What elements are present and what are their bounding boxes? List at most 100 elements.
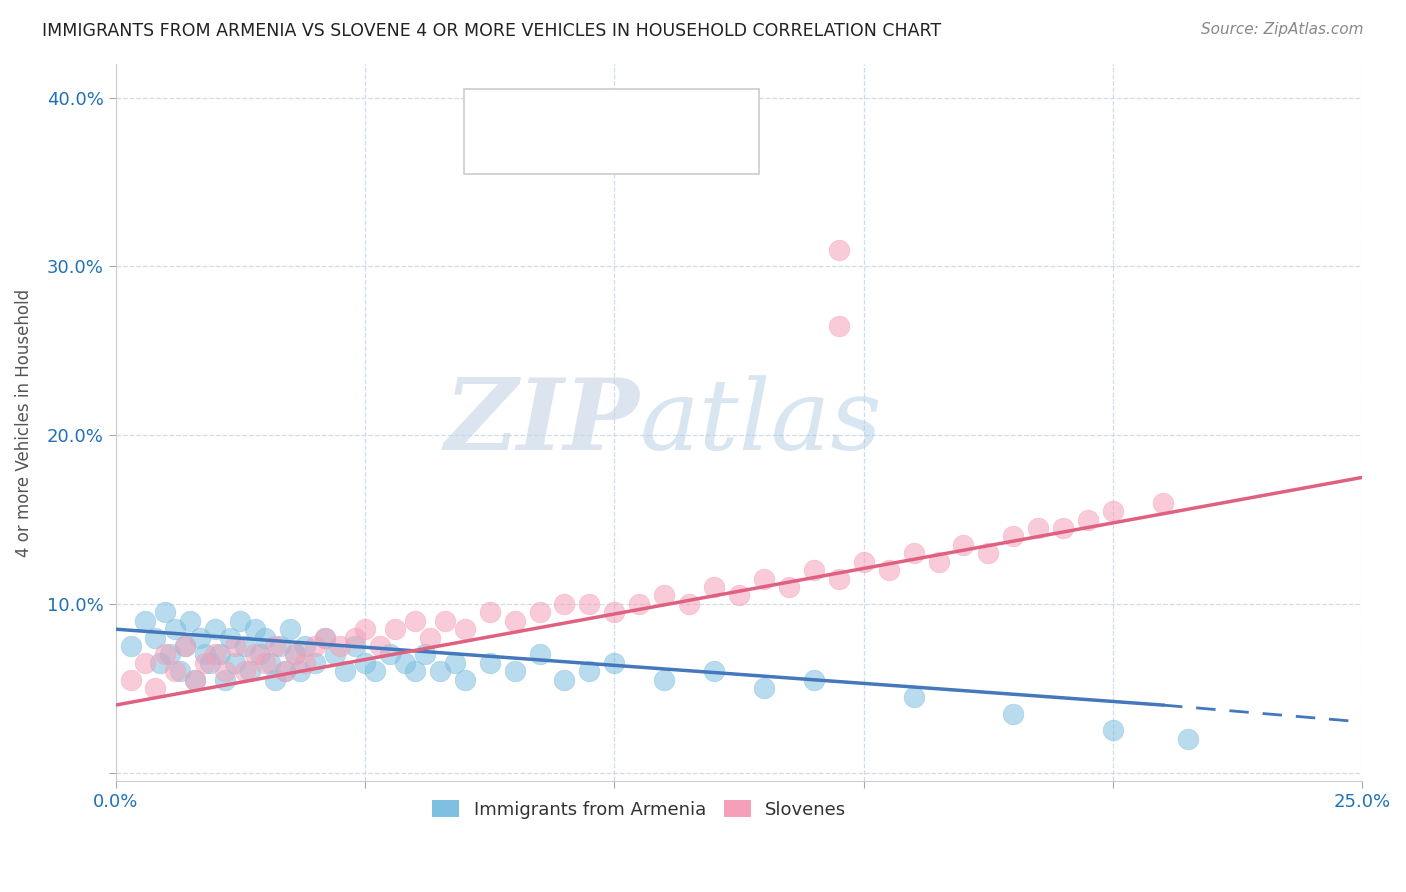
Point [169,665,191,679]
Point [903,546,925,560]
Point [245,648,267,662]
Point [1177,731,1199,746]
Point [952,538,974,552]
Point [314,631,336,645]
Point [134,656,156,670]
Point [378,648,401,662]
Point [433,614,456,628]
Point [454,673,477,687]
Point [394,656,416,670]
Point [828,572,851,586]
Legend: Immigrants from Armenia, Slovenes: Immigrants from Armenia, Slovenes [425,792,853,826]
Text: IMMIGRANTS FROM ARMENIA VS SLOVENE 4 OR MORE VEHICLES IN HOUSEHOLD CORRELATION C: IMMIGRANTS FROM ARMENIA VS SLOVENE 4 OR … [42,22,941,40]
Point [1152,496,1174,510]
Point [264,639,287,653]
Point [354,656,377,670]
Text: 61: 61 [654,101,679,119]
Point [184,673,207,687]
Point [1002,529,1025,543]
Point [503,614,526,628]
Point [200,656,222,670]
Point [159,648,181,662]
Point [343,639,366,653]
Point [145,681,167,696]
Text: N =: N = [612,101,664,119]
Point [1077,512,1099,526]
Point [329,639,352,653]
Point [478,656,501,670]
Point [703,665,725,679]
Point [155,648,177,662]
Point [503,665,526,679]
Point [194,656,217,670]
Point [209,648,232,662]
Point [259,656,281,670]
Point [652,589,675,603]
Point [368,639,391,653]
Point [284,648,307,662]
Point [603,656,626,670]
Point [214,665,236,679]
Text: -0.199: -0.199 [547,101,612,119]
Point [728,589,751,603]
Point [190,631,212,645]
Point [204,622,226,636]
Point [174,639,197,653]
Point [553,673,575,687]
Point [278,622,301,636]
Point [274,665,297,679]
Point [155,605,177,619]
Point [179,614,201,628]
Point [165,665,187,679]
Text: 58: 58 [654,135,679,153]
Point [413,648,436,662]
Point [903,690,925,704]
Point [323,648,346,662]
Point [752,681,775,696]
Point [603,605,626,619]
Point [304,656,326,670]
Point [1102,723,1125,738]
Point [977,546,1000,560]
Point [628,597,651,611]
Point [284,648,307,662]
Point [294,656,316,670]
Point [274,665,297,679]
Point [404,665,426,679]
Point [120,673,142,687]
Point [219,631,242,645]
Text: R =: R = [516,101,555,119]
Text: atlas: atlas [640,375,882,470]
Point [478,605,501,619]
Point [529,605,551,619]
Point [778,580,800,594]
Point [254,656,277,670]
Point [224,639,246,653]
Point [752,572,775,586]
Point [194,648,217,662]
Point [214,673,236,687]
Point [184,673,207,687]
Point [120,639,142,653]
Text: 0.446: 0.446 [547,135,603,153]
Point [803,673,825,687]
Point [1026,521,1049,535]
Point [652,673,675,687]
Point [1002,706,1025,721]
Point [314,631,336,645]
Point [354,622,377,636]
Point [245,622,267,636]
Point [828,243,851,257]
Point [678,597,700,611]
Point [249,648,271,662]
Text: ZIP: ZIP [444,375,640,471]
Point [134,614,156,628]
Point [852,555,875,569]
Point [1052,521,1074,535]
Point [803,563,825,577]
Point [229,614,252,628]
Point [454,622,477,636]
Point [384,622,406,636]
Point [294,639,316,653]
Y-axis label: 4 or more Vehicles in Household: 4 or more Vehicles in Household [15,288,32,557]
